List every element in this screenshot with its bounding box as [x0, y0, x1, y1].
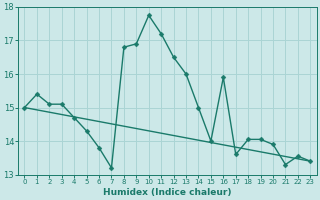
- X-axis label: Humidex (Indice chaleur): Humidex (Indice chaleur): [103, 188, 232, 197]
